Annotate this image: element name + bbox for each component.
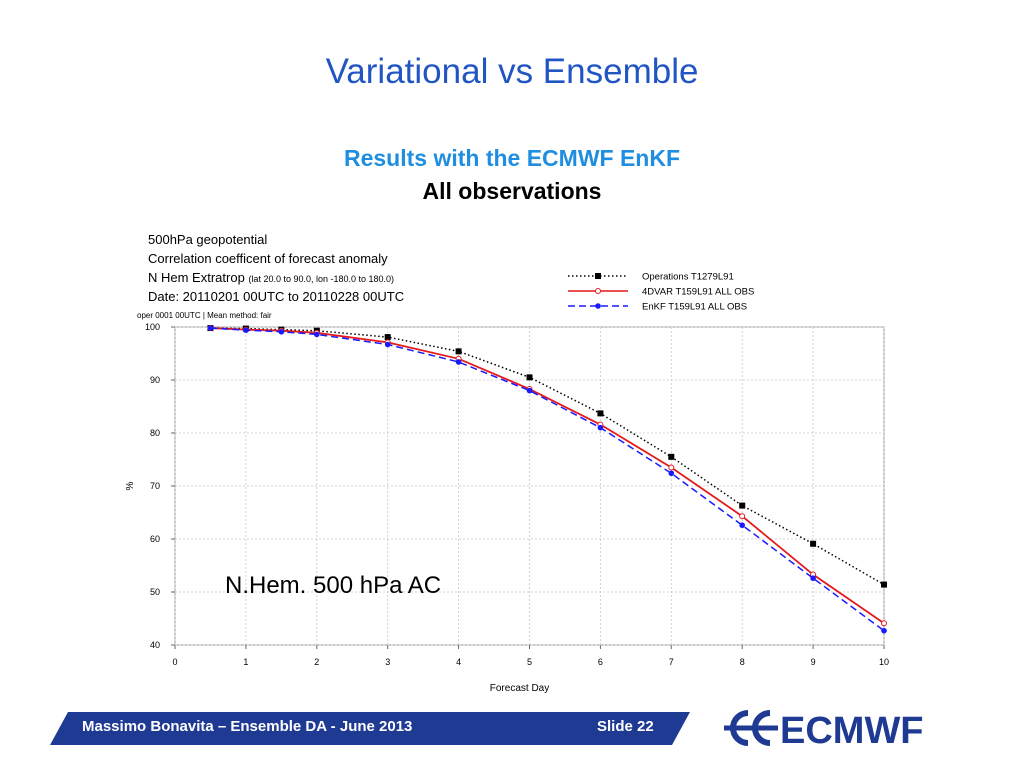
chart-region-bounds: (lat 20.0 to 90.0, lon -180.0 to 180.0): [248, 274, 395, 284]
legend-marker: [595, 273, 601, 279]
footer-banner: [50, 712, 690, 745]
legend-label-2: EnKF T159L91 ALL OBS: [642, 302, 747, 313]
y-tick-label: 60: [150, 534, 160, 544]
chart-info-line-3: N Hem Extratrop (lat 20.0 to 90.0, lon -…: [148, 270, 394, 285]
data-point-circle: [739, 522, 745, 529]
series-line-1: [210, 327, 885, 625]
data-point-circle: [881, 627, 887, 634]
data-point-circle: [314, 331, 320, 338]
data-point-circle: [810, 575, 816, 582]
slide-subtitle-2: All observations: [422, 178, 602, 204]
x-tick-label: 10: [879, 657, 889, 667]
x-tick-label: 4: [456, 657, 461, 667]
chart-info-line-1: 500hPa geopotential: [148, 232, 268, 247]
y-axis-label: %: [125, 481, 136, 490]
series-line-2: [210, 327, 885, 632]
data-point-square: [810, 540, 817, 547]
x-tick-label: 3: [385, 657, 390, 667]
x-tick-label: 8: [740, 657, 745, 667]
data-point-open-circle: [881, 620, 887, 627]
x-tick-label: 2: [314, 657, 319, 667]
x-axis-label: Forecast Day: [490, 683, 549, 694]
legend-label-1: 4DVAR T159L91 ALL OBS: [642, 287, 754, 298]
slide-title: Variational vs Ensemble: [325, 52, 699, 91]
chart-info-line-2: Correlation coefficent of forecast anoma…: [148, 251, 388, 266]
slide-number: Slide 22: [597, 718, 654, 735]
data-point-square: [739, 502, 746, 509]
x-tick-label: 7: [669, 657, 674, 667]
data-point-open-circle: [668, 464, 675, 471]
slide-subtitle: Results with the ECMWF EnKF: [343, 145, 681, 171]
footer-text: Massimo Bonavita – Ensemble DA - June 20…: [82, 718, 413, 735]
data-point-circle: [243, 327, 249, 333]
data-point-circle: [278, 328, 285, 335]
data-point-circle: [668, 470, 675, 477]
chart-oper-note: oper 0001 00UTC | Mean method: fair: [137, 311, 272, 320]
legend-marker: [595, 288, 601, 294]
y-tick-label: 50: [150, 587, 160, 597]
data-point-square: [668, 453, 675, 460]
ecmwf-logo: ECMWF: [724, 710, 924, 751]
data-point-square: [384, 334, 391, 341]
y-tick-label: 70: [150, 481, 160, 491]
data-point-square: [526, 374, 533, 381]
x-tick-label: 1: [243, 657, 248, 667]
x-tick-label: 6: [598, 657, 603, 667]
data-point-circle: [526, 387, 533, 394]
data-point-circle: [455, 359, 462, 365]
chart-info-line-4: Date: 20110201 00UTC to 20110228 00UTC: [148, 289, 405, 304]
x-tick-label: 5: [527, 657, 532, 667]
y-tick-label: 80: [150, 428, 160, 438]
data-point-circle: [207, 325, 214, 331]
y-tick-label: 90: [150, 375, 160, 385]
data-point-square: [455, 348, 462, 355]
data-point-square: [597, 410, 604, 417]
legend-marker: [595, 303, 601, 309]
y-tick-label: 100: [145, 322, 160, 332]
chart-region: N Hem Extratrop: [148, 270, 245, 285]
x-tick-label: 0: [172, 657, 177, 667]
data-point-open-circle: [739, 513, 746, 520]
data-point-square: [881, 581, 887, 588]
chart-overlay-label: N.Hem. 500 hPa AC: [225, 572, 442, 599]
y-tick-label: 40: [150, 640, 160, 650]
data-point-circle: [597, 424, 604, 431]
series-line-0: [210, 327, 885, 586]
logo-text: ECMWF: [780, 710, 924, 751]
legend-label-0: Operations T1279L91: [642, 272, 734, 283]
x-tick-label: 9: [811, 657, 816, 667]
data-point-circle: [384, 341, 391, 348]
